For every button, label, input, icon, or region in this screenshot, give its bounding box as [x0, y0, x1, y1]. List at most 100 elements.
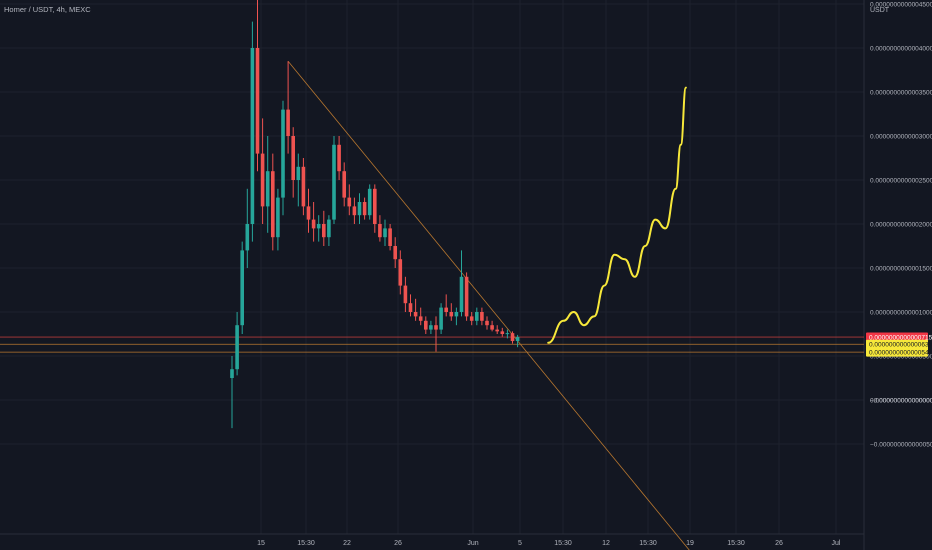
candle-body: [291, 136, 295, 180]
time-tick-label: 15:30: [727, 540, 745, 547]
candle-body: [260, 153, 265, 207]
candle-body: [469, 316, 474, 321]
candle-body: [505, 333, 510, 335]
horizontal-lines: [0, 336, 864, 353]
candle-body: [439, 307, 443, 330]
time-tick-label: 15:30: [639, 540, 657, 547]
price-axis-unit: USDT: [870, 7, 890, 14]
candle-body: [378, 224, 382, 238]
candle-body: [490, 325, 494, 330]
price-tick-label: 0.00000000000000000: [870, 398, 932, 405]
price-tick-label: 0.00000000000005000: [870, 354, 932, 361]
candle-body: [485, 320, 489, 326]
price-axis[interactable]: 0.00000000000045000 0.00000000000040000 0.…: [870, 2, 932, 449]
candle-body: [454, 312, 459, 317]
time-tick-label: 12: [602, 540, 610, 547]
candle-body: [265, 171, 270, 207]
time-tick-label: 26: [394, 540, 402, 547]
time-tick-label: 22: [343, 540, 351, 547]
time-tick-label: 26: [775, 540, 783, 547]
price-tick-label: −0.00000000000000000: [870, 398, 932, 405]
candle-body: [510, 333, 515, 342]
candle-body: [495, 329, 499, 332]
candle-body: [408, 303, 413, 312]
candle-body: [500, 331, 505, 334]
time-tick-label: 5: [518, 540, 522, 547]
candle-body: [357, 202, 362, 216]
candle-body: [301, 166, 306, 207]
candle-body: [444, 307, 448, 312]
time-tick-label: 15: [257, 540, 265, 547]
time-tick-label: Jun: [467, 540, 478, 547]
time-axis[interactable]: 15 15:30 22 26 Jun 5 15:30 12 15:30 19 15:30 26 Jul: [257, 540, 841, 547]
candle-body: [322, 224, 326, 238]
candle-body: [449, 312, 454, 317]
time-tick-label: 15:30: [554, 540, 572, 547]
candle-body: [383, 228, 387, 238]
candle-body: [352, 206, 357, 216]
price-tag-label: 0.00000000000005440: [869, 349, 932, 356]
candle-body: [342, 171, 346, 198]
candle-body: [316, 224, 321, 229]
candle-body: [362, 202, 367, 216]
candle-body: [250, 48, 255, 224]
price-tag-box: [866, 332, 928, 342]
price-tick-label: 0.00000000000045000: [870, 2, 932, 9]
candle-body: [306, 206, 311, 220]
candle-body: [464, 276, 469, 317]
price-tick-label: 0.00000000000040000: [870, 46, 932, 53]
candle-body: [429, 325, 433, 330]
projection-path: [547, 86, 687, 344]
candle-body: [235, 325, 239, 370]
candle-body: [245, 224, 250, 251]
price-tick-label: 0.00000000000035000: [870, 90, 932, 97]
candle-body: [480, 312, 484, 321]
trendline: [287, 60, 690, 550]
candle-body: [281, 109, 285, 198]
candle-body: [276, 197, 280, 238]
price-tags: 0.0000000000000715403:16:480.00000000000…: [866, 332, 932, 357]
time-tick-label: Jul: [832, 540, 841, 547]
candle-body: [434, 325, 438, 330]
price-tick-label: 0.00000000000025000: [870, 178, 932, 185]
candle-body: [393, 246, 397, 260]
price-tag-box: [866, 339, 928, 349]
candle-body: [424, 320, 428, 330]
candle-body: [373, 188, 377, 224]
candle-body: [398, 259, 403, 286]
price-tick-label: 0.00000000000010000: [870, 310, 932, 317]
candle-body: [459, 276, 464, 312]
symbol-title: Homer / USDT, 4h, MEXC: [4, 5, 91, 14]
candle-body: [271, 171, 275, 238]
candle-body: [413, 312, 418, 317]
price-tick-label: 0.00000000000015000: [870, 266, 932, 273]
price-tag-box: [866, 347, 928, 357]
price-tick-label: 0.00000000000030000: [870, 134, 932, 141]
price-tick-label: 0.00000000000020000: [870, 222, 932, 229]
candle-body: [311, 219, 316, 229]
candle-body: [296, 166, 301, 180]
candle-body: [388, 228, 392, 246]
price-tick-label: −0.00000000000005000: [870, 442, 932, 449]
price-tag-label: 0.00000000000007154: [869, 334, 932, 341]
candle-body: [515, 337, 520, 342]
candle-body: [327, 219, 331, 238]
candle-body: [286, 109, 290, 136]
candle-body: [347, 197, 352, 207]
candle-body: [418, 316, 423, 321]
candle-body: [240, 250, 244, 326]
time-tick-label: 15:30: [297, 540, 315, 547]
price-tag-label: 0.00000000000006336: [869, 342, 932, 349]
candles: [230, 0, 520, 429]
candle-body: [337, 144, 341, 172]
candle-body: [255, 48, 260, 154]
candle-body: [332, 144, 336, 220]
time-tick-label: 19: [686, 540, 694, 547]
candle-body: [230, 369, 234, 378]
candle-body: [367, 188, 372, 216]
candle-body: [403, 285, 408, 304]
candle-body: [475, 312, 479, 321]
grid-lines: [0, 0, 864, 534]
